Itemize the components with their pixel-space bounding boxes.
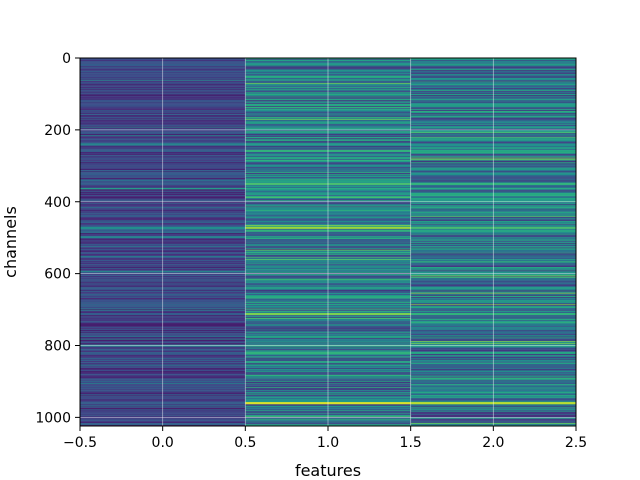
x-tick-label: 0.0: [152, 435, 174, 451]
x-tick-label: 2.5: [565, 435, 587, 451]
x-tick-label: 1.0: [317, 435, 339, 451]
x-axis-ticks: −0.5 0.0 0.5 1.0 1.5 2.0 2.5: [63, 426, 587, 451]
y-tick-label: 400: [44, 195, 71, 211]
x-tick-label: −0.5: [63, 435, 97, 451]
y-tick-label: 800: [44, 339, 71, 355]
y-tick-label: 1000: [35, 410, 71, 426]
y-axis-ticks: 0 200 400 600 800 1000: [35, 51, 80, 426]
y-tick-label: 0: [62, 51, 71, 67]
x-tick-label: 2.0: [482, 435, 504, 451]
y-axis-label: channels: [1, 206, 20, 278]
x-tick-label: 1.5: [400, 435, 422, 451]
x-tick-label: 0.5: [234, 435, 256, 451]
y-tick-label: 200: [44, 123, 71, 139]
x-axis-label: features: [295, 461, 361, 480]
y-tick-label: 600: [44, 267, 71, 283]
